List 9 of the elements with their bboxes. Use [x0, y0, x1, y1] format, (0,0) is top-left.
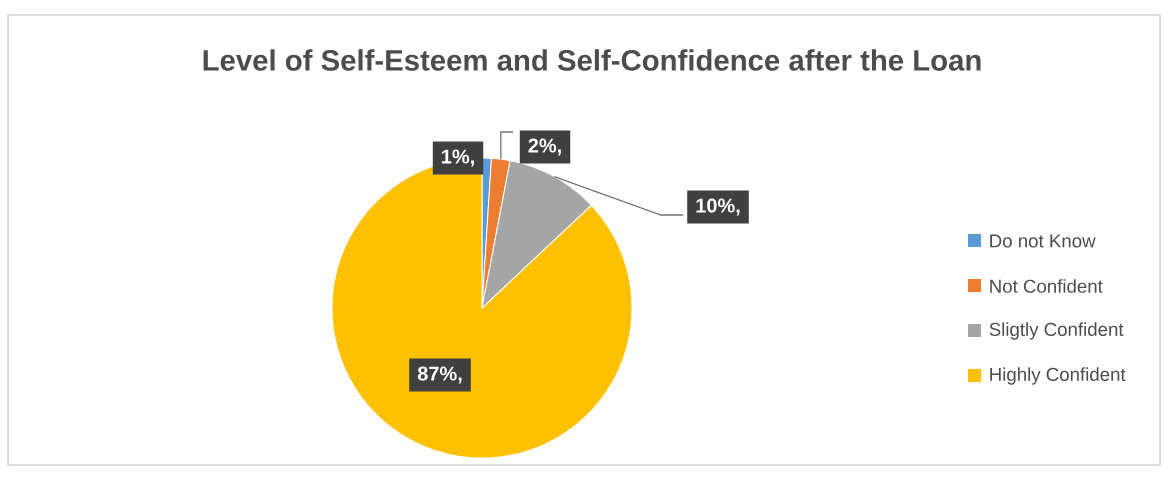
data-label: 87%, — [417, 366, 462, 384]
legend-label: Highly Confident — [990, 367, 1126, 385]
data-label: 1%, — [442, 149, 474, 167]
chart-title: Level of Self-Esteem and Self-Confidence after the Loan — [203, 49, 981, 71]
legend-label: Not Confident — [990, 279, 1103, 293]
legend-label: Sligtly Confident — [989, 322, 1124, 340]
legend-label: Do not Know — [990, 234, 1096, 248]
data-label: 10%, — [696, 198, 740, 216]
data-label: 2%, — [528, 138, 561, 156]
